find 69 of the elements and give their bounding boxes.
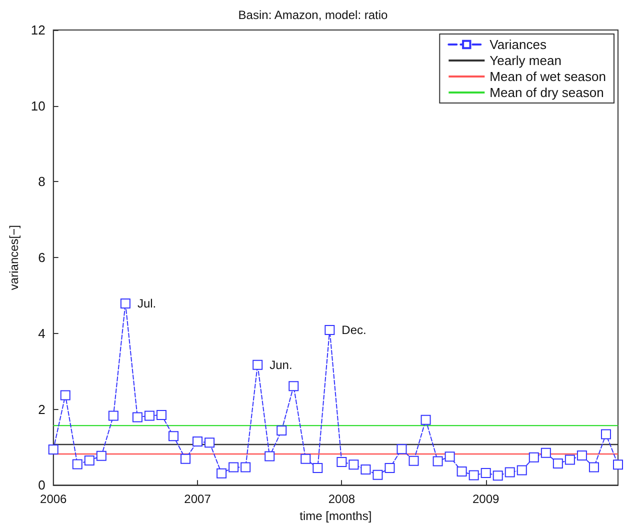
point bbox=[96, 450, 106, 461]
y-tick-label: 0 bbox=[38, 478, 46, 493]
point bbox=[252, 360, 263, 370]
point bbox=[348, 460, 359, 470]
y-axis-title: variances[−] bbox=[7, 225, 21, 290]
point bbox=[528, 452, 539, 462]
point bbox=[600, 429, 611, 440]
point bbox=[613, 460, 623, 470]
point bbox=[48, 444, 58, 454]
point bbox=[372, 470, 383, 480]
point bbox=[144, 410, 154, 421]
point bbox=[72, 459, 82, 470]
legend-label: Mean of dry season bbox=[490, 85, 604, 100]
point bbox=[456, 466, 467, 476]
point bbox=[492, 470, 503, 481]
x-tick-label: 2009 bbox=[472, 492, 500, 506]
point bbox=[576, 450, 587, 461]
point bbox=[300, 454, 311, 464]
point bbox=[588, 462, 599, 472]
point bbox=[336, 456, 347, 467]
point bbox=[468, 470, 479, 480]
point bbox=[192, 436, 203, 446]
y-tick-label: 8 bbox=[38, 174, 46, 190]
legend-label: Mean of wet season bbox=[490, 69, 606, 84]
x-tick-label: 2006 bbox=[40, 492, 68, 506]
point bbox=[84, 455, 94, 466]
point bbox=[228, 462, 239, 472]
y-tick-label: 2 bbox=[38, 402, 46, 417]
point bbox=[60, 390, 70, 400]
point bbox=[216, 468, 227, 478]
point bbox=[420, 414, 431, 425]
point bbox=[444, 452, 455, 462]
point bbox=[156, 410, 166, 420]
point bbox=[552, 458, 563, 468]
point bbox=[204, 438, 215, 448]
point bbox=[168, 431, 178, 442]
point bbox=[384, 463, 395, 474]
legend-label: Yearly mean bbox=[490, 53, 562, 68]
x-tick-label: 2008 bbox=[328, 492, 356, 506]
point bbox=[480, 468, 491, 478]
point bbox=[132, 412, 142, 422]
x-axis-title: time [months] bbox=[300, 509, 372, 523]
point bbox=[180, 454, 191, 464]
annotation: Dec. bbox=[342, 322, 366, 337]
point bbox=[264, 451, 275, 462]
legend-label: Variances bbox=[490, 37, 547, 52]
x-tick-label: 2007 bbox=[184, 492, 212, 506]
point bbox=[360, 464, 371, 475]
point bbox=[432, 456, 443, 466]
point bbox=[288, 381, 299, 392]
y-tick-label: 12 bbox=[30, 22, 46, 38]
y-tick-label: 6 bbox=[38, 250, 46, 266]
chart-title: Basin: Amazon, model: ratio bbox=[238, 8, 388, 22]
point bbox=[240, 462, 251, 472]
point bbox=[276, 425, 287, 436]
point bbox=[540, 448, 551, 458]
point bbox=[504, 467, 515, 478]
point bbox=[312, 463, 323, 474]
point bbox=[516, 465, 527, 476]
point bbox=[108, 410, 118, 421]
point bbox=[120, 298, 130, 308]
y-tick-label: 4 bbox=[38, 326, 46, 341]
y-tick-label: 10 bbox=[30, 98, 46, 114]
point bbox=[396, 444, 407, 454]
annotation: Jun. bbox=[270, 358, 292, 372]
point bbox=[564, 454, 575, 465]
point bbox=[324, 324, 335, 335]
point bbox=[408, 456, 419, 466]
annotation: Jul. bbox=[137, 296, 156, 310]
